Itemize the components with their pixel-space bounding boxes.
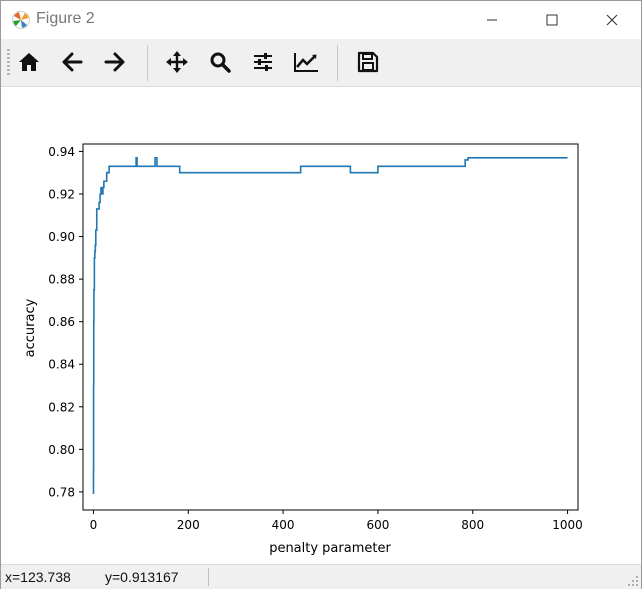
accuracy-series-line [92, 157, 568, 495]
y-coordinate-readout: y=0.913167 [105, 569, 179, 585]
home-icon [19, 53, 39, 71]
axes-frame [82, 143, 579, 511]
line-chart[interactable]: 0 200 400 600 800 1000 0.780.800.820.840.860.… [1, 87, 641, 563]
y-tick-label: 0.78 [48, 485, 75, 499]
x-tick-label: 1000 [552, 518, 583, 532]
series-layer [92, 157, 568, 495]
x-coordinate-readout: x=123.738 [5, 569, 71, 585]
pan-button[interactable] [160, 45, 194, 79]
matplotlib-logo-icon [11, 10, 31, 30]
y-tick-label: 0.84 [48, 358, 75, 372]
navigation-toolbar [1, 39, 641, 87]
y-tick-label: 0.80 [48, 443, 75, 457]
y-tick-label: 0.92 [48, 188, 75, 202]
status-separator [208, 568, 209, 586]
subplots-button[interactable] [246, 45, 280, 79]
customize-button[interactable] [289, 45, 323, 79]
minimize-icon [487, 19, 497, 21]
y-tick-label: 0.94 [48, 145, 75, 159]
x-axis-ticks: 0 200 400 600 800 1000 [90, 510, 583, 532]
minimize-button[interactable] [469, 1, 515, 39]
y-tick-label: 0.82 [48, 400, 75, 414]
close-button[interactable] [589, 1, 635, 39]
toolbar-separator [337, 45, 338, 81]
maximize-icon [546, 14, 558, 26]
save-disk-icon [357, 51, 379, 73]
subplots-sliders-icon [254, 53, 272, 71]
forward-button[interactable] [98, 45, 132, 79]
forward-arrow-icon [104, 52, 125, 72]
zoom-button[interactable] [203, 45, 237, 79]
toolbar-grip[interactable] [7, 49, 10, 77]
status-bar: x=123.738 y=0.913167 [1, 564, 641, 589]
x-tick-label: 0 [90, 518, 98, 532]
back-button[interactable] [55, 45, 89, 79]
close-icon [606, 14, 618, 26]
y-tick-label: 0.86 [48, 315, 75, 329]
figure-canvas[interactable]: 0 200 400 600 800 1000 0.78 0.80 0.82 0.84 0.86 0.… [1, 87, 641, 563]
resize-grip-icon[interactable] [627, 575, 639, 587]
maximize-button[interactable] [529, 1, 575, 39]
edit-curve-icon [294, 53, 318, 72]
x-axis-label: penalty parameter [269, 541, 391, 556]
toolbar-separator [147, 45, 148, 81]
y-tick-label: 0.88 [48, 273, 75, 287]
axes-spines [82, 143, 579, 511]
zoom-magnifier-icon [210, 52, 231, 73]
save-button[interactable] [351, 45, 385, 79]
window-title: Figure 2 [36, 10, 95, 27]
x-tick-label: 600 [366, 518, 389, 532]
y-axis-label: accuracy [23, 298, 38, 357]
x-tick-label: 200 [177, 518, 200, 532]
y-axis-ticks: 0.78 0.80 0.82 0.84 0.86 0.88 0.90 0.92 0.94 [48, 145, 83, 499]
back-arrow-icon [62, 52, 83, 72]
home-button[interactable] [12, 45, 46, 79]
x-tick-label: 800 [461, 518, 484, 532]
pan-move-icon [166, 51, 188, 73]
x-tick-label: 400 [272, 518, 295, 532]
title-bar[interactable]: Figure 2 [1, 1, 641, 39]
y-tick-label: 0.90 [48, 230, 75, 244]
